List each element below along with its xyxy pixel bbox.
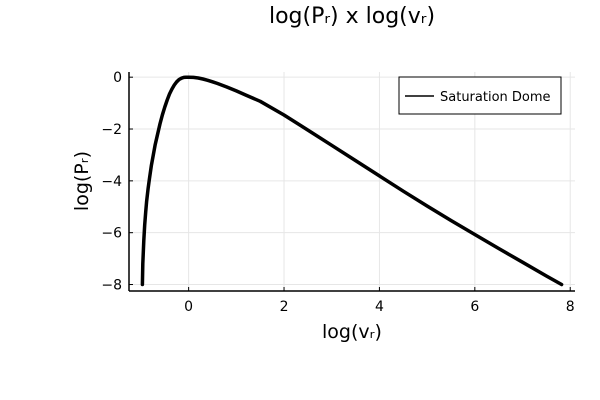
series-group (140, 75, 564, 287)
y-ticks: 0 −2 −4 −6 −8 (101, 70, 133, 294)
series-line-saturation-dome (140, 75, 564, 287)
x-ticks: 0 2 4 6 8 (184, 287, 575, 315)
y-tick-label: −4 (101, 174, 122, 190)
x-tick-label: 0 (184, 299, 193, 315)
y-tick-label: −8 (101, 278, 122, 294)
y-tick-label: 0 (113, 70, 122, 86)
y-axis-label: log(Pᵣ) (71, 151, 93, 211)
chart-title: log(Pᵣ) x log(vᵣ) (269, 4, 435, 29)
legend-entry: Saturation Dome (440, 90, 551, 105)
x-tick-label: 4 (375, 299, 384, 315)
y-tick-label: −2 (101, 122, 122, 138)
x-axis-label: log(vᵣ) (322, 321, 382, 343)
x-tick-label: 6 (470, 299, 479, 315)
legend: Saturation Dome (398, 76, 562, 115)
x-tick-label: 2 (280, 299, 289, 315)
axes (128, 72, 575, 292)
x-tick-label: 8 (566, 299, 575, 315)
y-tick-label: −6 (101, 226, 122, 242)
grid (129, 72, 575, 291)
